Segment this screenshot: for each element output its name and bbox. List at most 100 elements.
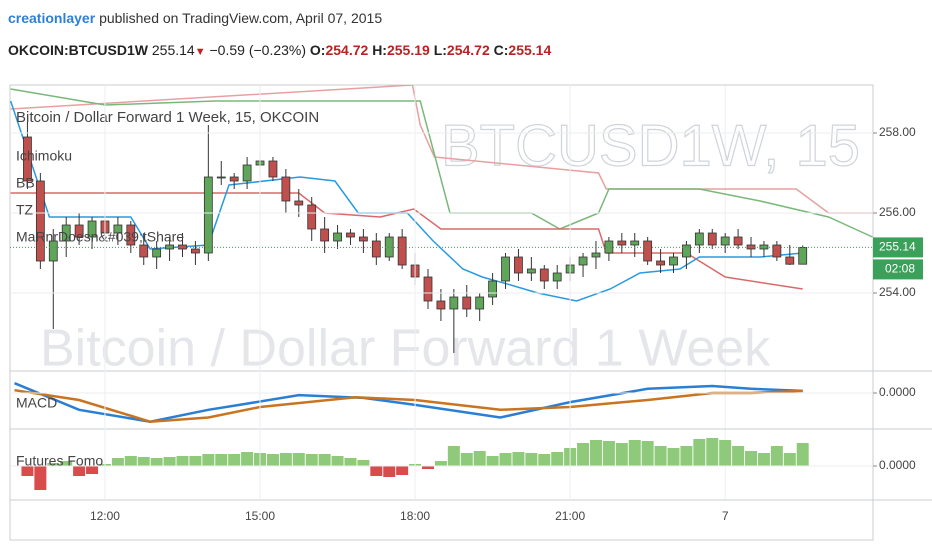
bar [202,454,215,466]
candle-body [552,272,562,282]
candle-body [294,200,304,206]
bar [434,461,447,466]
bar [473,451,486,466]
bar [615,443,628,466]
author[interactable]: creationlayer [8,10,96,26]
bar [589,440,602,466]
candle-body [630,240,640,246]
legend-entry: BB [16,175,35,191]
legend-entry: TZ [16,202,34,218]
candle-body [203,176,213,254]
candle-body [397,236,407,266]
c-label: C: [493,42,509,58]
change: −0.59 (−0.23%) [209,42,307,58]
header-line: creationlayer published on TradingView.c… [8,10,382,26]
candle-body [281,176,291,202]
bar [21,466,34,476]
candle-body [785,256,795,265]
candle-body [488,280,498,298]
timer-tag [873,259,923,280]
candle-body [436,300,446,310]
candle-body [643,240,653,262]
y-tick-label: 0.0000 [879,385,916,399]
bar [602,441,615,466]
published: published on TradingView.com, April 07, … [99,10,383,26]
bar [770,446,783,466]
bar [383,466,396,477]
h-label: H: [372,42,387,58]
bar [228,454,241,466]
bar [150,458,163,466]
bar [137,457,150,466]
watermark: Bitcoin / Dollar Forward 1 Week [40,320,771,378]
timer-label: 02:08 [885,262,915,276]
close: 255.14 [508,42,552,58]
bar [796,443,809,466]
bar [525,453,538,466]
candle-body [707,232,717,246]
bar [460,453,473,466]
candle-body [23,136,32,182]
bar [163,457,176,466]
candle-body [191,248,200,254]
symbol: OKCOIN:BTCUSD1W [8,42,148,58]
bar [577,443,590,466]
y-tick-label: 256.00 [879,205,916,219]
x-tick-label: 18:00 [400,509,430,523]
candle-body [772,244,782,258]
candle-body [358,236,368,242]
candle-body [61,224,71,242]
o-label: O: [309,42,326,58]
bar [486,456,499,466]
bar [241,452,254,466]
bar [719,440,732,466]
candle-body [346,232,355,238]
pane-title: Futures Fomo [16,453,103,469]
candle-body [682,244,691,258]
bar [641,441,654,466]
candle-body [74,224,84,238]
x-tick-label: 7 [722,509,729,523]
candle-body [617,240,627,246]
candle-body [462,296,472,310]
legend-entry: Ichimoku [16,148,72,164]
bar [73,466,86,476]
bar [538,454,551,466]
candle-body [733,236,743,246]
candle-body [526,268,536,274]
price-tag [873,237,923,258]
candle-body [669,256,678,266]
candle-body [656,260,665,266]
bar [745,451,758,466]
bar [732,446,745,466]
candle-body [139,244,149,258]
bar [499,453,512,466]
x-tick-label: 15:00 [245,509,275,523]
bar [667,448,680,466]
candle-body [216,176,226,179]
candle-body [514,256,523,274]
bar [124,456,137,466]
bar [654,446,667,466]
down-arrow: ▼ [194,46,206,58]
candle-body [307,204,317,230]
bar [680,446,693,466]
candle-body [720,236,730,246]
bar [34,466,47,490]
bar [370,466,383,476]
candle-body [268,160,278,178]
bar [447,446,460,466]
x-tick-label: 12:00 [90,509,120,523]
bar [189,456,202,466]
bar [47,463,60,466]
line [14,382,803,423]
last: 255.14 [151,42,195,58]
candle-body [694,232,704,246]
candle-body [501,256,510,282]
candle-body [578,256,588,266]
bar [357,460,370,466]
candle-body [423,276,433,302]
bar [292,453,305,466]
bar [757,453,770,466]
y-tick-label: 258.00 [879,125,916,139]
